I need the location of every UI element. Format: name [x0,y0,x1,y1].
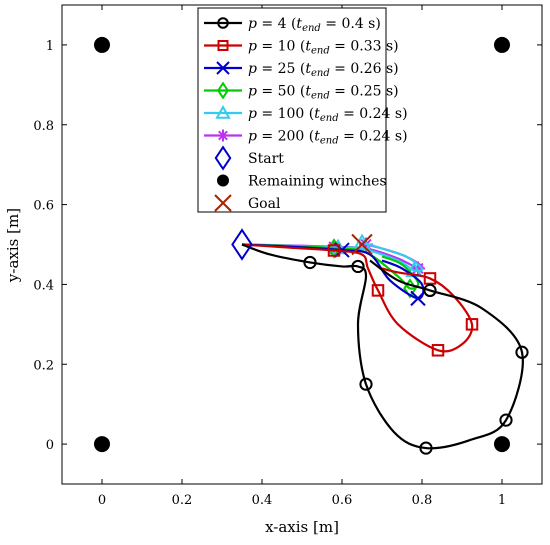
series-4 [241,243,529,455]
series-line [241,243,425,300]
x-axis-label: x-axis [m] [265,518,339,536]
series-point [351,259,365,274]
traces-layer [241,233,529,455]
y-tick-label: 1 [46,39,54,54]
series-point [411,261,425,276]
legend-label: Remaining winches [248,174,387,190]
legend-entry: Goal [214,194,281,212]
x-tick-label: 0.6 [332,493,353,508]
y-axis-label: y-axis [m] [4,208,22,283]
series-point [410,290,426,307]
x-tick-label: 0 [98,493,106,508]
start-point [231,228,253,261]
legend-label: Goal [248,196,281,212]
legend-entry: p = 25 (tend = 0.26 s) [204,61,399,79]
series-point [359,377,373,391]
y-tick-label: 0.8 [33,119,54,134]
x-tick-label: 0.4 [252,493,273,508]
series-point [499,413,513,427]
legend-marker [217,40,229,51]
legend-marker [217,129,229,142]
legend-label: p = 10 (tend = 0.33 s) [248,39,399,57]
winch-point [94,36,110,53]
series-point [423,283,437,298]
legend-entry: p = 100 (tend = 0.24 s) [204,104,408,124]
series-line [241,243,474,353]
legend: p = 4 (tend = 0.4 s) p = 10 (tend = 0.33 … [197,7,408,213]
legend-marker [215,104,231,119]
legend-marker [217,174,229,187]
legend-box [197,7,387,213]
y-tick-label: 0.4 [33,278,54,293]
legend-entry: p = 10 (tend = 0.33 s) [204,39,399,57]
legend-entry: p = 50 (tend = 0.25 s) [204,81,399,102]
legend-marker [216,81,230,100]
x-tick-label: 0.2 [172,493,193,508]
goal-point [351,233,373,256]
legend-label: p = 200 (tend = 0.24 s) [248,129,408,147]
series-point [465,318,479,331]
legend-entry: Start [214,145,284,171]
special-markers-layer [94,36,510,453]
legend-marker [216,61,230,75]
legend-label: p = 4 (tend = 0.4 s) [248,16,381,34]
axes-frame [61,4,543,485]
series-10 [241,243,479,357]
y-tick-label: 0.2 [33,358,54,373]
legend-label: p = 50 (tend = 0.25 s) [248,84,399,102]
series-line [241,243,524,450]
legend-marker [217,17,229,29]
series-point [371,284,385,297]
legend-entry: p = 200 (tend = 0.24 s) [204,129,408,147]
series-point [303,255,317,270]
winch-point [494,36,510,53]
legend-label: p = 25 (tend = 0.26 s) [248,61,399,79]
y-tick-label: 0 [46,438,54,453]
legend-marker [214,145,232,171]
ticks-layer: 0 0.2 0.4 0.6 0.8 1 0 0.2 0.4 0.6 0.8 1 [33,5,542,508]
y-tick-label: 0.6 [33,199,54,214]
legend-entry: Remaining winches [217,174,387,190]
winch-point [494,436,510,453]
series-point [423,272,437,285]
legend-marker [214,194,232,212]
legend-label: p = 100 (tend = 0.24 s) [248,106,408,124]
winch-point [94,436,110,453]
legend-label: Start [248,151,284,167]
legend-entry: p = 4 (tend = 0.4 s) [204,16,381,34]
series-point [419,441,433,455]
series-point [327,244,341,257]
x-tick-label: 0.8 [412,493,433,508]
series-point [431,344,445,357]
series-point [515,345,529,359]
x-tick-label: 1 [498,493,506,508]
